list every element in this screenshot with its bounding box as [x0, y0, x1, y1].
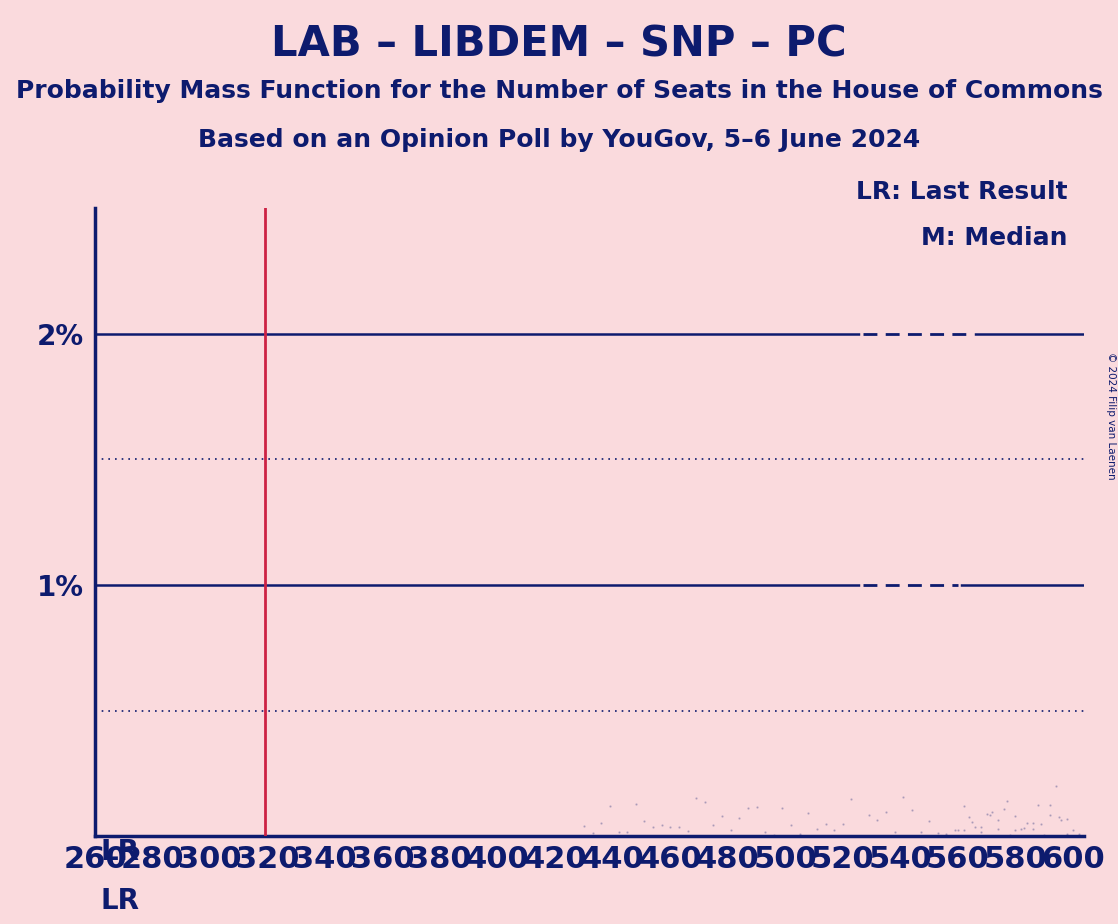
Point [774, 800, 792, 815]
Point [984, 805, 1002, 820]
Point [765, 828, 783, 843]
Point [1070, 827, 1088, 842]
Point [825, 823, 843, 838]
Point [1006, 808, 1024, 823]
Point [980, 808, 998, 822]
Point [949, 822, 967, 837]
Point [739, 800, 757, 815]
Point [695, 794, 713, 808]
Point [748, 799, 766, 814]
Point [783, 818, 800, 833]
Point [756, 824, 774, 839]
Point [1032, 817, 1050, 832]
Point [584, 826, 601, 841]
Point [920, 814, 938, 829]
Point [1052, 812, 1070, 827]
Point [1046, 779, 1064, 794]
Point [894, 789, 912, 804]
Point [972, 825, 989, 840]
Point [593, 816, 610, 831]
Point [722, 822, 740, 837]
Point [609, 824, 627, 839]
Point [1024, 815, 1042, 830]
Point [955, 799, 973, 814]
Point [627, 797, 645, 812]
Point [730, 810, 748, 825]
Text: Probability Mass Function for the Number of Seats in the House of Commons: Probability Mass Function for the Number… [16, 79, 1102, 103]
Point [989, 822, 1007, 837]
Point [1015, 821, 1033, 836]
Point [653, 818, 671, 833]
Point [998, 794, 1016, 808]
Point [834, 817, 852, 832]
Text: M: Median: M: Median [921, 226, 1068, 250]
Point [1030, 798, 1048, 813]
Point [808, 821, 826, 836]
Point [938, 826, 956, 841]
Point [955, 822, 973, 837]
Point [869, 812, 887, 827]
Point [704, 818, 722, 833]
Point [929, 825, 947, 840]
Point [1064, 822, 1082, 837]
Point [995, 801, 1013, 816]
Point [1059, 812, 1077, 827]
Point [989, 812, 1007, 827]
Point [688, 790, 705, 805]
Text: LR: Last Result: LR: Last Result [856, 180, 1068, 204]
Point [960, 809, 978, 824]
Point [618, 824, 636, 839]
Text: Based on an Opinion Poll by YouGov, 5–6 June 2024: Based on an Opinion Poll by YouGov, 5–6 … [198, 128, 920, 152]
Point [911, 825, 929, 840]
Point [644, 820, 662, 834]
Point [946, 822, 964, 837]
Point [877, 804, 894, 819]
Point [713, 808, 731, 823]
Point [903, 802, 921, 817]
Point [972, 820, 989, 834]
Point [1035, 828, 1053, 843]
Text: LAB – LIBDEM – SNP – PC: LAB – LIBDEM – SNP – PC [272, 23, 846, 65]
Point [1041, 797, 1059, 812]
Point [964, 814, 982, 829]
Point [679, 824, 697, 839]
Point [670, 820, 688, 834]
Point [1018, 816, 1036, 831]
Point [966, 820, 984, 834]
Point [1041, 808, 1059, 823]
Point [816, 817, 834, 832]
Point [575, 819, 593, 833]
Point [1059, 827, 1077, 842]
Point [635, 813, 653, 828]
Point [1024, 821, 1042, 836]
Point [978, 807, 996, 821]
Point [843, 792, 861, 807]
Point [885, 824, 903, 839]
Point [1050, 810, 1068, 825]
Point [1012, 821, 1030, 836]
Text: LR: LR [101, 887, 140, 915]
Text: © 2024 Filip van Laenen: © 2024 Filip van Laenen [1106, 352, 1116, 480]
Point [1006, 822, 1024, 837]
Text: LR: LR [101, 838, 140, 866]
Point [601, 798, 619, 813]
Point [662, 820, 680, 834]
Point [799, 806, 817, 821]
Point [790, 827, 808, 842]
Point [851, 829, 869, 844]
Point [860, 808, 878, 822]
Point [1001, 827, 1018, 842]
